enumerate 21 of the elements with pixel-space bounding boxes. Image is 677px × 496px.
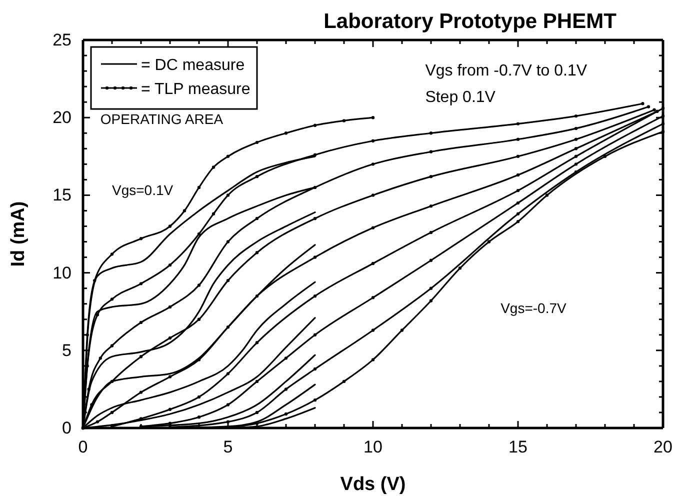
y-tick-label: 20 [52, 108, 72, 128]
annotation: Step 0.1V [425, 89, 496, 106]
x-tick-label: 10 [364, 437, 382, 456]
chart-title: Laboratory Prototype PHEMT [324, 10, 617, 33]
legend-label: = DC measure [141, 57, 245, 74]
x-tick-label: 15 [508, 437, 528, 456]
y-tick-label: 5 [62, 340, 72, 360]
x-tick-label: 20 [654, 437, 672, 456]
y-axis-title: Id (mA) [8, 201, 29, 267]
y-tick-label: 10 [52, 263, 72, 282]
x-tick-label: 0 [78, 437, 88, 456]
y-tick-label: 25 [52, 30, 72, 50]
x-tick-label: 5 [223, 437, 233, 456]
annotation: Vgs from -0.7V to 0.1V [425, 62, 588, 80]
annotation: OPERATING AREA [100, 110, 224, 127]
x-axis-title: Vds (V) [340, 474, 406, 495]
y-tick-label: 0 [62, 418, 72, 438]
legend-label: = TLP measure [141, 81, 250, 98]
annotation: Vgs=-0.7V [500, 300, 568, 316]
annotation: Vgs=0.1V [112, 182, 174, 198]
y-tick-label: 15 [52, 186, 72, 205]
